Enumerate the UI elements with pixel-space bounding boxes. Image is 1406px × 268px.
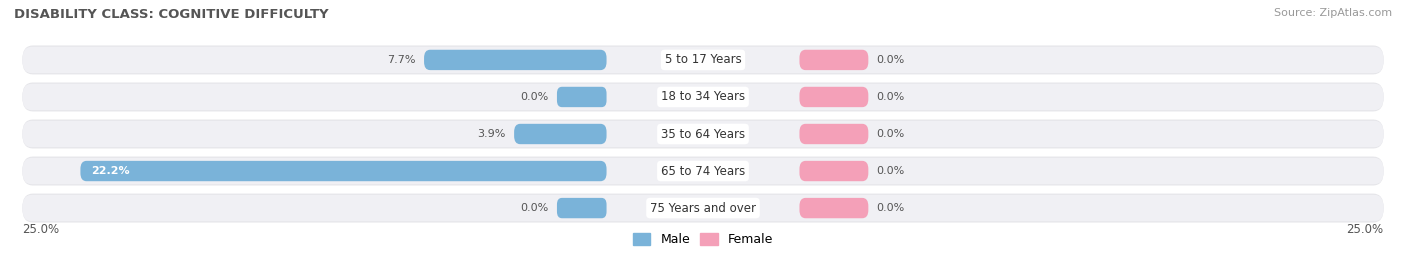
Text: 22.2%: 22.2% (91, 166, 131, 176)
FancyBboxPatch shape (22, 46, 1384, 75)
Text: 65 to 74 Years: 65 to 74 Years (661, 165, 745, 177)
Text: 0.0%: 0.0% (876, 55, 905, 65)
Text: 35 to 64 Years: 35 to 64 Years (661, 128, 745, 140)
Text: 0.0%: 0.0% (876, 203, 905, 213)
Text: 75 Years and over: 75 Years and over (650, 202, 756, 215)
Text: 25.0%: 25.0% (1347, 223, 1384, 236)
FancyBboxPatch shape (22, 84, 1384, 110)
Text: Source: ZipAtlas.com: Source: ZipAtlas.com (1274, 8, 1392, 18)
Text: 0.0%: 0.0% (520, 92, 548, 102)
Text: 18 to 34 Years: 18 to 34 Years (661, 91, 745, 103)
Text: 0.0%: 0.0% (876, 166, 905, 176)
FancyBboxPatch shape (425, 50, 606, 70)
FancyBboxPatch shape (800, 161, 869, 181)
Text: 0.0%: 0.0% (876, 92, 905, 102)
FancyBboxPatch shape (515, 124, 606, 144)
Text: DISABILITY CLASS: COGNITIVE DIFFICULTY: DISABILITY CLASS: COGNITIVE DIFFICULTY (14, 8, 329, 21)
Text: 7.7%: 7.7% (387, 55, 416, 65)
FancyBboxPatch shape (800, 198, 869, 218)
FancyBboxPatch shape (800, 50, 869, 70)
FancyBboxPatch shape (22, 121, 1384, 147)
Legend: Male, Female: Male, Female (633, 233, 773, 246)
FancyBboxPatch shape (557, 198, 606, 218)
FancyBboxPatch shape (22, 120, 1384, 148)
Text: 0.0%: 0.0% (520, 203, 548, 213)
Text: 25.0%: 25.0% (22, 223, 59, 236)
FancyBboxPatch shape (22, 47, 1384, 73)
FancyBboxPatch shape (22, 158, 1384, 184)
Text: 0.0%: 0.0% (876, 129, 905, 139)
FancyBboxPatch shape (22, 83, 1384, 111)
FancyBboxPatch shape (800, 124, 869, 144)
FancyBboxPatch shape (800, 87, 869, 107)
FancyBboxPatch shape (80, 161, 606, 181)
FancyBboxPatch shape (557, 87, 606, 107)
Text: 5 to 17 Years: 5 to 17 Years (665, 53, 741, 66)
FancyBboxPatch shape (22, 193, 1384, 222)
Text: 3.9%: 3.9% (478, 129, 506, 139)
FancyBboxPatch shape (22, 157, 1384, 185)
FancyBboxPatch shape (22, 195, 1384, 221)
